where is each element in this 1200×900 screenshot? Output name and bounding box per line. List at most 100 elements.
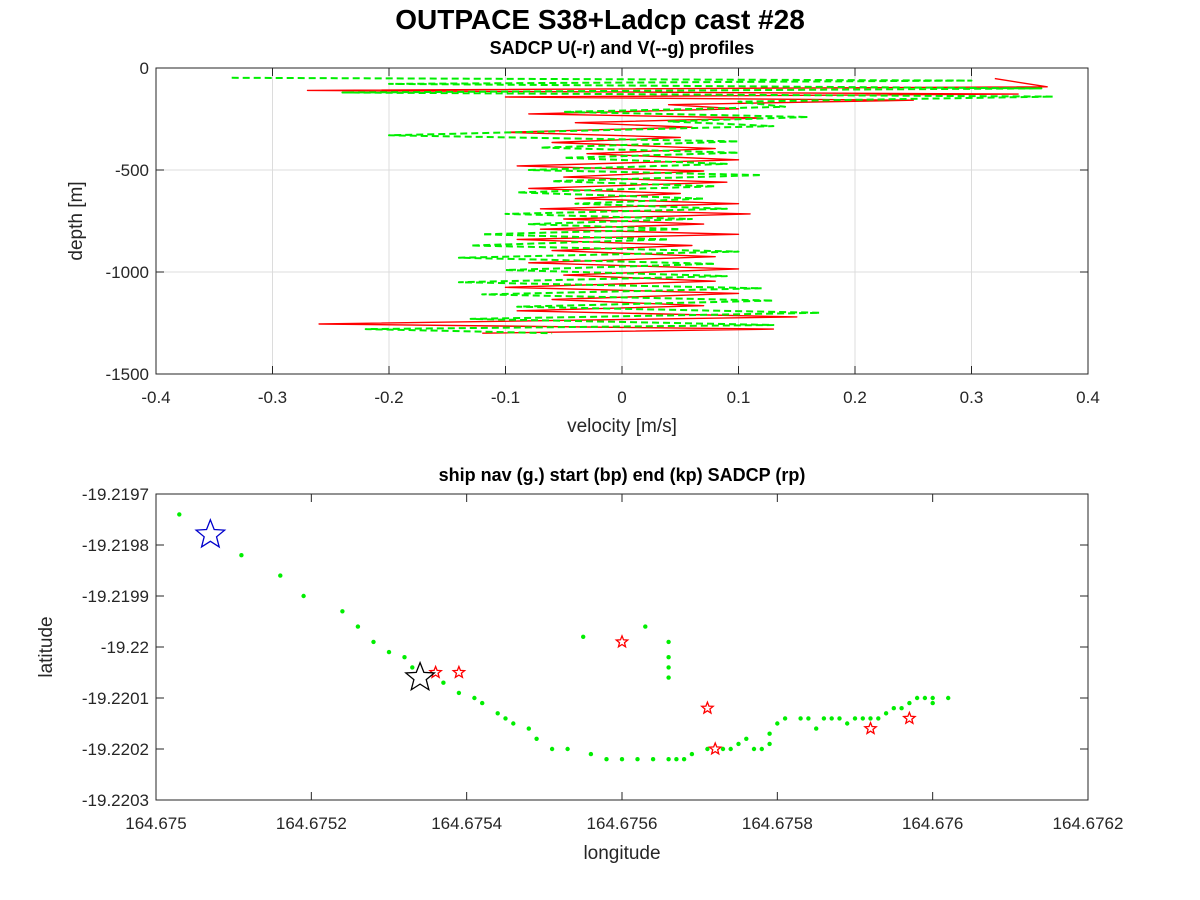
- nav-point: [410, 665, 415, 670]
- x-tick-label: 0: [617, 388, 626, 407]
- nav-point: [635, 757, 640, 762]
- nav-point: [736, 741, 741, 747]
- sadcp-star-marker: [614, 634, 630, 649]
- nav-point: [868, 716, 873, 721]
- sadcp-star-marker: [901, 710, 917, 725]
- profiles-title: SADCP U(-r) and V(--g) profiles: [490, 38, 755, 58]
- nav-point: [767, 731, 772, 736]
- x-tick-label: 0.4: [1076, 388, 1100, 407]
- nav-point: [565, 746, 570, 752]
- nav-point: [907, 700, 912, 706]
- nav-point: [588, 751, 594, 757]
- sadcp-star-marker: [863, 720, 878, 735]
- x-tick-label: 164.6762: [1053, 814, 1124, 833]
- x-tick-label: 0.3: [960, 388, 984, 407]
- nav-point: [775, 721, 780, 726]
- y-tick-label: -19.2199: [82, 587, 149, 606]
- x-tick-label: -0.4: [141, 388, 170, 407]
- y-tick-label: -1500: [106, 365, 149, 384]
- nav-point: [782, 716, 788, 721]
- series-v-line: [231, 76, 1055, 335]
- nav-point: [860, 716, 865, 721]
- nav-point: [666, 675, 671, 680]
- nav-point: [922, 695, 928, 701]
- x-tick-label: 164.675: [125, 814, 186, 833]
- nav-point: [666, 655, 671, 660]
- nav-point: [744, 736, 749, 741]
- x-tick-label: 164.6752: [276, 814, 347, 833]
- x-tick-label: 164.6758: [742, 814, 813, 833]
- nav-y-ticks: -19.2197 -19.2198 -19.2199 -19.22 -19.2201 -1…: [82, 485, 1088, 810]
- y-tick-label: -19.22: [101, 638, 149, 657]
- x-tick-label: -0.3: [258, 388, 287, 407]
- nav-point: [751, 746, 757, 752]
- nav-point: [899, 706, 904, 711]
- nav-point: [689, 751, 695, 757]
- nav-point: [480, 700, 485, 706]
- nav-point: [177, 512, 182, 517]
- nav-point: [441, 680, 446, 685]
- end-star-marker: [404, 660, 437, 692]
- sadcp-star-marker: [451, 664, 467, 679]
- y-tick-label: -19.2202: [82, 740, 149, 759]
- profiles-panel: SADCP U(-r) and V(--g) profiles -0.4 -0.3…: [66, 38, 1100, 437]
- nav-point: [681, 757, 687, 762]
- nav-point: [666, 665, 671, 670]
- nav-title: ship nav (g.) start (bp) end (kp) SADCP …: [439, 465, 806, 485]
- figure-title: OUTPACE S38+Ladcp cast #28: [395, 4, 805, 35]
- nav-point: [720, 746, 726, 752]
- nav-point: [845, 721, 850, 726]
- nav-point: [930, 700, 935, 706]
- nav-point: [301, 593, 306, 599]
- nav-point: [604, 757, 609, 762]
- nav-point: [526, 726, 531, 731]
- nav-point: [876, 716, 881, 721]
- nav-point: [534, 736, 539, 741]
- x-tick-label: 164.6756: [587, 814, 658, 833]
- x-tick-label: 0.1: [727, 388, 751, 407]
- sadcp-star-marker: [707, 741, 723, 756]
- x-tick-label: 0.2: [843, 388, 867, 407]
- y-tick-label: -19.2197: [82, 485, 149, 504]
- nav-point: [806, 716, 811, 721]
- x-tick-label: 164.6754: [431, 814, 502, 833]
- profiles-y-label: depth [m]: [66, 181, 87, 260]
- nav-point: [650, 757, 656, 762]
- nav-track: [177, 512, 951, 762]
- nav-point: [821, 716, 827, 721]
- nav-point: [666, 639, 671, 645]
- nav-point: [456, 690, 462, 696]
- nav-panel: ship nav (g.) start (bp) end (kp) SADCP …: [36, 465, 1123, 864]
- nav-point: [278, 573, 283, 578]
- nav-markers: [194, 518, 917, 756]
- nav-point: [829, 716, 834, 721]
- nav-point: [666, 757, 671, 762]
- nav-point: [798, 716, 803, 721]
- nav-point: [759, 746, 764, 752]
- x-tick-label: -0.1: [491, 388, 520, 407]
- nav-point: [472, 695, 477, 701]
- nav-point: [340, 609, 345, 614]
- y-tick-label: 0: [140, 59, 149, 78]
- x-tick-label: 164.676: [902, 814, 963, 833]
- profiles-y-ticks: 0 -500 -1000 -1500: [106, 59, 1088, 384]
- nav-axes-box: [155, 493, 1089, 801]
- nav-point: [837, 716, 842, 721]
- nav-point: [891, 706, 896, 711]
- nav-point: [581, 634, 586, 639]
- nav-point: [914, 695, 920, 701]
- nav-point: [767, 741, 772, 747]
- nav-point: [402, 655, 407, 660]
- nav-x-ticks: 164.675 164.6752 164.6754 164.6756 164.6758 1…: [125, 494, 1123, 833]
- series-u-line: [306, 77, 1048, 334]
- nav-point: [728, 746, 733, 752]
- profiles-series: [231, 76, 1055, 335]
- y-tick-label: -500: [115, 161, 149, 180]
- y-tick-label: -1000: [106, 263, 149, 282]
- nav-point: [814, 726, 819, 731]
- nav-point: [355, 624, 361, 629]
- nav-point: [239, 553, 244, 558]
- nav-point: [852, 716, 858, 721]
- nav-y-label: latitude: [36, 616, 57, 677]
